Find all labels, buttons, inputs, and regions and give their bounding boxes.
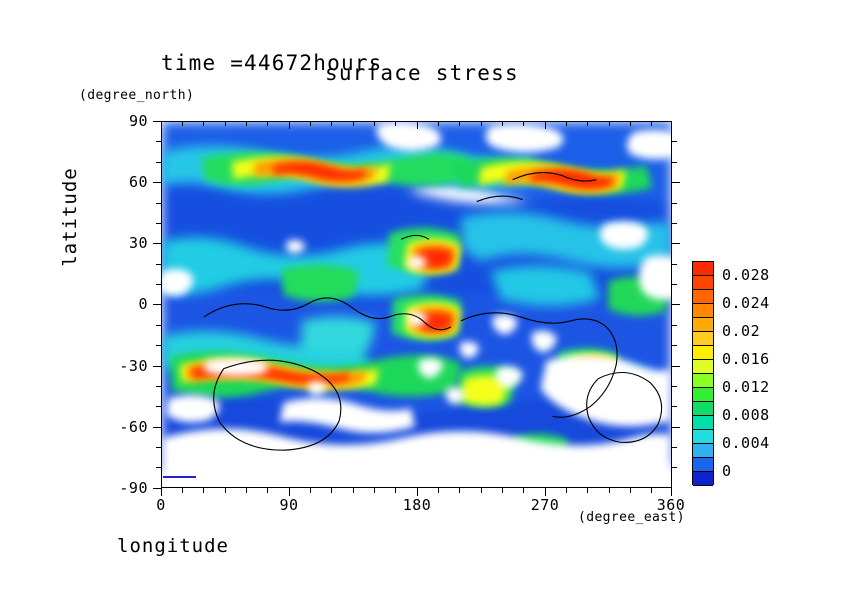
colorbar-band-14 (693, 458, 713, 472)
y-tick-label-minus90: -90 (119, 479, 148, 497)
colorbar-band-11 (693, 416, 713, 430)
y-tick-label-30: 30 (128, 234, 148, 252)
y-tick-label-minus30: -30 (119, 357, 148, 375)
x-tick-label-360: 360 (656, 496, 686, 514)
x-tick-label-0: 0 (156, 496, 166, 514)
colorbar-band-9 (693, 388, 713, 402)
colorbar-band-1 (693, 276, 713, 290)
colorbar-band-8 (693, 374, 713, 388)
y-tick-label-90: 90 (128, 112, 148, 130)
colorbar-tick-label-0p012: 0.012 (722, 378, 770, 396)
y-tick-label-60: 60 (128, 173, 148, 191)
x-axis-unit-label: (degree_east) (578, 510, 685, 525)
y-axis-unit-label: (degree_north) (79, 88, 195, 103)
x-tick-label-270: 270 (530, 496, 560, 514)
colorbar (692, 261, 714, 500)
colorbar-tick-label-0p028: 0.028 (722, 266, 770, 284)
colorbar-tick-label-0p016: 0.016 (722, 350, 770, 368)
colorbar-band-0 (693, 262, 713, 276)
colorbar-tick-label-0p024: 0.024 (722, 294, 770, 312)
x-axis-title-text: longitude (117, 535, 229, 557)
plot-title-variable: surface stress (325, 61, 519, 85)
x-tick-label-90: 90 (279, 496, 299, 514)
y-axis-title-text: latitude (59, 167, 81, 267)
stress-field-image (162, 122, 671, 487)
colorbar-band-13 (693, 444, 713, 458)
y-tick-label-0: 0 (138, 295, 148, 313)
x-axis-title: longitude (0, 535, 842, 557)
colorbar-tick-label-0p02: 0.02 (722, 322, 761, 340)
colorbar-band-6 (693, 346, 713, 360)
colorbar-band-16 (693, 486, 713, 500)
colorbar-band-15 (693, 472, 713, 486)
plot-title-time: time =44672hours (161, 51, 383, 75)
colorbar-band-4 (693, 318, 713, 332)
y-tick-label-minus60: -60 (119, 418, 148, 436)
x-tick-label-180: 180 (402, 496, 432, 514)
colorbar-band-5 (693, 332, 713, 346)
colorbar-tick-label-0p008: 0.008 (722, 406, 770, 424)
colorbar-band-12 (693, 430, 713, 444)
antarctic-contour-artifact (163, 476, 196, 478)
colorbar-band-7 (693, 360, 713, 374)
colorbar-band-2 (693, 290, 713, 304)
y-axis-title: latitude (59, 167, 81, 341)
plot-area (161, 121, 672, 488)
colorbar-tick-label-0p004: 0.004 (722, 434, 770, 452)
colorbar-band-3 (693, 304, 713, 318)
colorbar-tick-label-0: 0 (722, 462, 732, 480)
colorbar-band-10 (693, 402, 713, 416)
